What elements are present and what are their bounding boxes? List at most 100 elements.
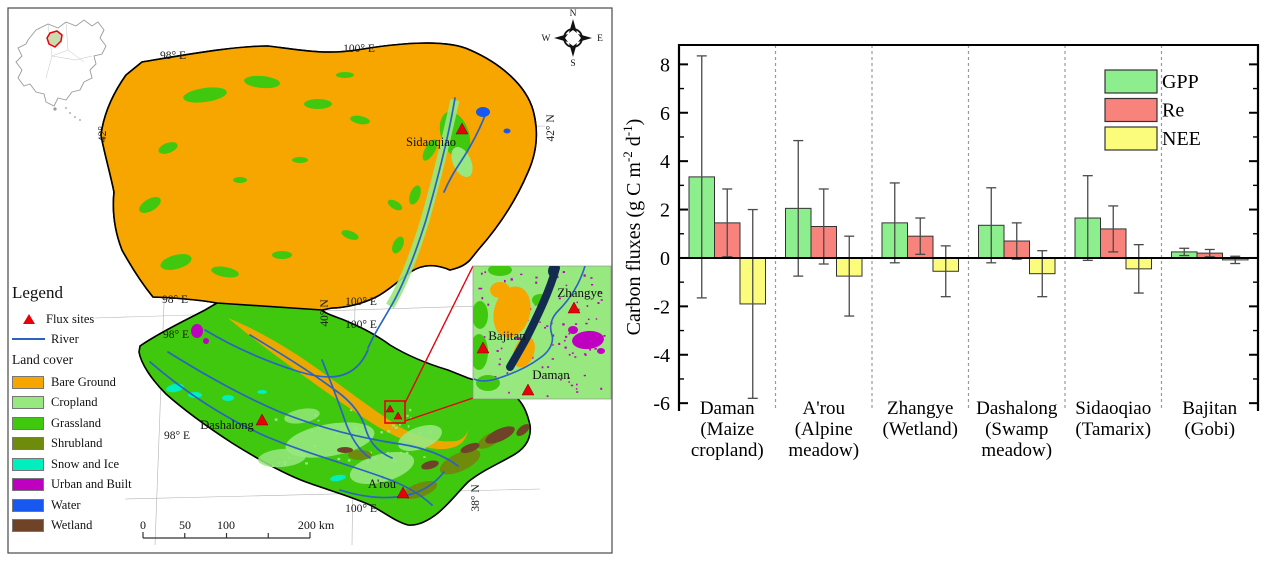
legend-flux-sites-label: Flux sites <box>46 311 95 326</box>
flux-site-arou-icon <box>396 486 410 499</box>
land-cover-row-1: Cropland <box>12 393 152 414</box>
x-category-label: A'rou <box>803 398 846 419</box>
inset-label-daman: Daman <box>532 367 570 382</box>
grid-label-100e-notch-a: 100° E <box>345 296 377 308</box>
inset-lake <box>506 266 560 371</box>
x-category-label: (Maize <box>700 419 754 440</box>
x-category-label: meadow) <box>788 440 859 461</box>
grid-label-98e-west-a: 98° E <box>162 294 188 306</box>
land-cover-swatch <box>12 437 44 451</box>
land-cover-label: Wetland <box>51 518 93 533</box>
wetland-patches <box>337 424 530 470</box>
land-cover-label: Cropland <box>51 395 98 410</box>
river-line-icon <box>12 338 45 340</box>
map-legend-title: Legend <box>12 283 63 302</box>
legend-flux-sites-row: Flux sites <box>12 309 152 329</box>
flux-site-sidaoqiao-icon <box>455 122 469 135</box>
china-outline <box>15 19 107 107</box>
inset-flux-markers <box>476 301 581 396</box>
grid-label-100e-south: 100° E <box>345 503 377 515</box>
y-axis-title: Carbon fluxes (g C m-2 d-1) <box>620 119 645 336</box>
scalebar-labels: 0 50 100 200 km <box>140 518 335 532</box>
grid-label-38n-south: 38° N <box>470 484 482 512</box>
flux-site-icon <box>23 314 35 324</box>
urban-patches <box>191 324 209 344</box>
compass-w-label: W <box>542 34 551 44</box>
flux-site-daman-icon <box>521 383 535 396</box>
scalebar-200km: 200 km <box>298 518 335 532</box>
land-cover-row-4: Snow and Ice <box>12 454 152 475</box>
site-label-dashalong: Dashalong <box>200 418 254 432</box>
land-cover-row-2: Grassland <box>12 413 152 434</box>
x-category-label: Dashalong <box>976 398 1058 419</box>
legend-river-label: River <box>51 331 79 346</box>
land-cover-row-7: Wetland <box>12 516 152 537</box>
y-tick-label: -2 <box>653 296 670 318</box>
x-category-label: (Tamarix) <box>1075 419 1151 440</box>
grid-label-98e-west-b: 98° E <box>163 329 189 341</box>
scalebar-50: 50 <box>179 518 191 532</box>
land-cover-row-6: Water <box>12 495 152 516</box>
grid-label-42-west: 42° <box>97 126 109 143</box>
map-legend: Legend Flux sites River Land cover Bare … <box>12 283 152 536</box>
inset-label-zhangye: Zhangye <box>557 285 603 300</box>
x-category-label: (Swamp <box>985 419 1048 440</box>
grid-label-40n-notch: 40° N <box>319 299 331 327</box>
land-cover-label: Grassland <box>51 415 101 430</box>
compass-west-arrow <box>554 34 568 42</box>
chart-legend-swatch-nee <box>1104 126 1158 151</box>
land-cover-label: Water <box>51 497 81 512</box>
compass-east-arrow <box>578 34 592 42</box>
scalebar-100: 100 <box>217 518 235 532</box>
x-category-label: Bajitan <box>1182 398 1237 419</box>
study-area-map: Zhangye Bajitan Daman <box>7 7 613 554</box>
flux-site-dashalong-icon <box>255 413 269 426</box>
y-tick-label: 0 <box>660 248 670 270</box>
x-category-label: (Wetland) <box>883 419 959 440</box>
zhangye-inset-map: Zhangye Bajitan Daman <box>472 265 612 400</box>
x-category-label: Sidaoqiao <box>1075 398 1151 419</box>
land-cover-label: Shrubland <box>51 436 103 451</box>
compass-rose: N S W E <box>542 9 604 69</box>
bare-ground-region <box>100 42 538 311</box>
land-cover-swatch <box>12 478 44 492</box>
grid-label-98e-top: 98° E <box>160 50 186 62</box>
land-cover-swatch <box>12 457 44 471</box>
land-cover-label: Snow and Ice <box>51 456 120 471</box>
chart-legend-swatch-gpp <box>1104 69 1158 94</box>
y-tick-label: 2 <box>660 200 670 222</box>
x-category-label: Daman <box>700 398 755 419</box>
grid-label-42n-east: 42° N <box>545 114 557 142</box>
inset-city <box>572 330 604 350</box>
legend-land-cover-heading: Land cover <box>12 352 74 367</box>
land-cover-row-5: Urban and Built <box>12 475 152 496</box>
inset-label-bajitan: Bajitan <box>488 328 526 343</box>
y-tick-label: 4 <box>660 151 670 173</box>
graticule-labels: 98° E 100° E 42° 42° N 100° E 100° E 40°… <box>97 43 557 515</box>
land-cover-label: Urban and Built <box>51 477 132 492</box>
land-cover-row-0: Bare Ground <box>12 372 152 393</box>
flux-site-markers <box>255 122 469 499</box>
x-category-label: Zhangye <box>887 398 953 419</box>
compass-s-label: S <box>570 59 575 69</box>
land-cover-swatch <box>12 375 44 389</box>
grid-label-98e-west-c: 98° E <box>164 430 190 442</box>
study-area-highlight <box>46 30 63 48</box>
grid-label-100e-top: 100° E <box>343 43 375 55</box>
lakes <box>476 107 511 134</box>
river-network <box>149 97 488 506</box>
x-category-label: (Alpine <box>795 419 853 440</box>
land-cover-swatch <box>12 396 44 410</box>
chart-legend-label-nee: NEE <box>1162 128 1201 150</box>
land-cover-row-3: Shrubland <box>12 434 152 455</box>
legend-river-row: River <box>12 329 152 349</box>
flux-site-zhangye-icon <box>567 301 581 314</box>
inset-source-box <box>384 265 474 424</box>
land-cover-swatch <box>12 416 44 430</box>
land-cover-label: Bare Ground <box>51 374 116 389</box>
land-cover-swatch <box>12 519 44 533</box>
site-label-arou: A'rou <box>368 477 397 491</box>
x-category-label: (Gobi) <box>1184 419 1235 440</box>
compass-north-arrow <box>569 19 577 33</box>
